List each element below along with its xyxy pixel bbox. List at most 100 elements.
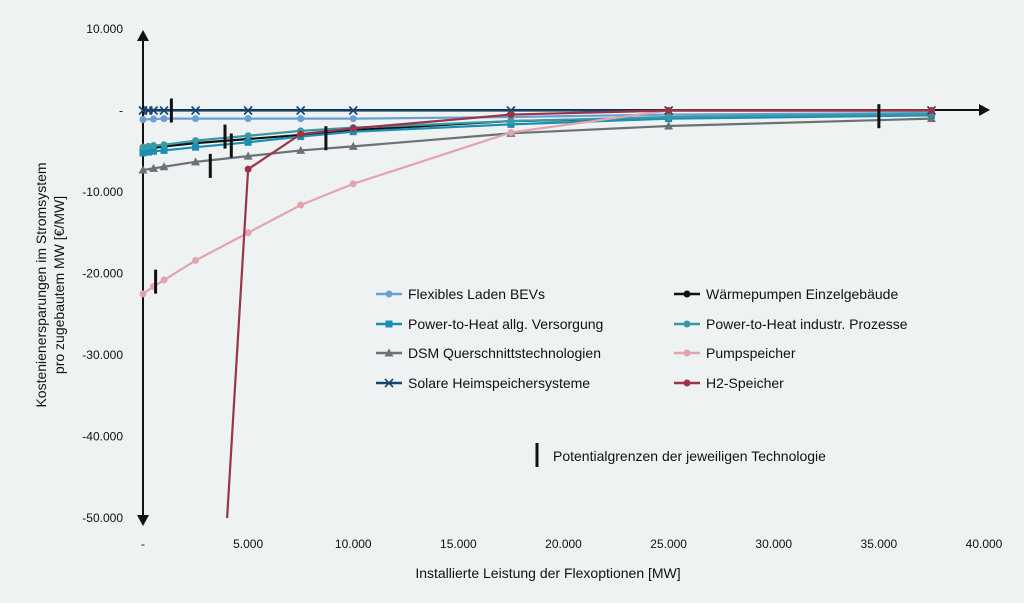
data-point <box>349 124 357 132</box>
x-tick-label: 25.000 <box>650 537 687 551</box>
data-point <box>190 105 201 116</box>
potential-limit-note: Potentialgrenzen der jeweiligen Technolo… <box>535 443 826 467</box>
y-axis-title-line-1: Kostenienersparungen im Stromsystem <box>33 162 49 407</box>
legend-label: Power-to-Heat allg. Versorgung <box>408 316 603 332</box>
legend-item-pumpspeicher: Pumpspeicher <box>674 345 796 361</box>
data-point <box>296 105 306 116</box>
data-point <box>665 113 673 121</box>
legend-label: Flexibles Laden BEVs <box>408 286 545 302</box>
y-axis-arrowhead-bottom <box>137 515 149 526</box>
legend-item-power-to-heat-allg-versorgung: Power-to-Heat allg. Versorgung <box>376 316 603 332</box>
data-point <box>192 115 200 123</box>
series-line <box>142 117 932 172</box>
data-point <box>926 114 936 123</box>
data-point <box>160 115 168 123</box>
data-point <box>297 201 305 209</box>
data-point <box>244 132 252 140</box>
legend-swatch-marker <box>385 320 393 328</box>
x-axis-arrowhead <box>979 104 990 116</box>
series-h2-speicher <box>226 107 935 519</box>
data-point <box>150 147 158 155</box>
x-tick-label: - <box>141 537 145 551</box>
data-point <box>507 129 515 137</box>
x-tick-label: 35.000 <box>861 537 898 551</box>
data-point <box>191 157 201 166</box>
data-point <box>144 148 152 156</box>
potential-limit-note-label: Potentialgrenzen der jeweiligen Technolo… <box>553 448 826 464</box>
data-point <box>149 163 159 172</box>
x-tick-label: 5.000 <box>233 537 263 551</box>
legend-item-w-rmepumpen-einzelgeb-ude: Wärmepumpen Einzelgebäude <box>674 286 898 302</box>
data-point <box>348 141 358 150</box>
data-point <box>150 115 158 123</box>
data-point <box>348 105 358 116</box>
y-tick-label: -50.000 <box>82 511 123 525</box>
data-point <box>297 130 305 138</box>
data-point <box>507 111 515 119</box>
data-point <box>148 105 159 116</box>
x-tick-label: 15.000 <box>440 537 477 551</box>
data-point <box>139 143 147 151</box>
data-point <box>297 115 305 123</box>
series <box>138 105 937 519</box>
y-tick-label: -30.000 <box>82 348 123 362</box>
data-point <box>507 117 515 125</box>
legend-item-power-to-heat-industr-prozesse: Power-to-Heat industr. Prozesse <box>674 316 908 332</box>
data-point <box>160 141 168 149</box>
data-point <box>927 107 935 114</box>
legend-swatch-marker <box>683 379 691 387</box>
data-point <box>160 146 168 154</box>
data-point <box>192 143 200 151</box>
data-point <box>244 115 252 123</box>
data-point <box>244 165 252 173</box>
data-point <box>349 115 357 123</box>
data-point <box>160 276 168 284</box>
y-tick-label: -20.000 <box>82 267 123 281</box>
y-axis-arrowhead-top <box>137 30 149 41</box>
legend: Flexibles Laden BEVs Wärmepumpen Einzelge… <box>376 286 908 391</box>
data-point <box>192 256 200 264</box>
x-tick-label: 10.000 <box>335 537 372 551</box>
legend-label: Power-to-Heat industr. Prozesse <box>706 316 908 332</box>
legend-label: Pumpspeicher <box>706 345 796 361</box>
data-point <box>138 165 148 174</box>
legend-swatch-marker <box>384 348 394 357</box>
y-axis-title-line-2: pro zugebautem MW [€/MW] <box>51 196 67 374</box>
legend-item-solare-heimspeichersysteme: Solare Heimspeichersysteme <box>376 375 590 391</box>
legend-swatch-marker <box>683 290 691 298</box>
legend-label: Wärmepumpen Einzelgebäude <box>706 286 898 302</box>
data-point <box>139 290 147 298</box>
x-axis-title: Installierte Leistung der Flexoptionen [… <box>415 565 680 581</box>
x-tick-label: 40.000 <box>966 537 1003 551</box>
data-point <box>139 115 147 123</box>
x-tick-labels: - 5.000 10.000 15.000 20.000 25.000 30.000 35.0… <box>141 537 1003 551</box>
data-point <box>665 107 673 114</box>
legend-swatch-marker <box>385 290 393 298</box>
data-point <box>243 105 253 116</box>
y-tick-label: -10.000 <box>82 185 123 199</box>
x-tick-label: 20.000 <box>545 537 582 551</box>
y-tick-labels: 10.000 - -10.000 -20.000 -30.000 -40.000 -50.0… <box>82 22 123 525</box>
y-tick-label: 10.000 <box>86 22 123 36</box>
data-point <box>243 151 253 160</box>
y-tick-label: -40.000 <box>82 430 123 444</box>
x-tick-label: 30.000 <box>755 537 792 551</box>
data-point <box>192 137 200 145</box>
data-point <box>244 138 252 146</box>
legend-swatch-marker <box>683 320 691 328</box>
data-point <box>139 149 147 157</box>
legend-label: DSM Querschnittstechnologien <box>408 345 601 361</box>
data-point <box>159 162 169 171</box>
legend-swatch-marker <box>384 378 394 388</box>
y-axis-title: Kostenienersparungen im Stromsystem pro … <box>33 162 67 407</box>
legend-item-dsm-querschnittstechnologien: DSM Querschnittstechnologien <box>376 345 601 361</box>
y-tick-label: - <box>119 104 123 118</box>
data-point <box>664 121 674 130</box>
series-solare-heimspeichersysteme <box>138 105 937 116</box>
legend-label: H2-Speicher <box>706 375 784 391</box>
data-point <box>159 105 169 116</box>
data-point <box>349 180 357 188</box>
potential-limit-markers <box>154 98 881 294</box>
